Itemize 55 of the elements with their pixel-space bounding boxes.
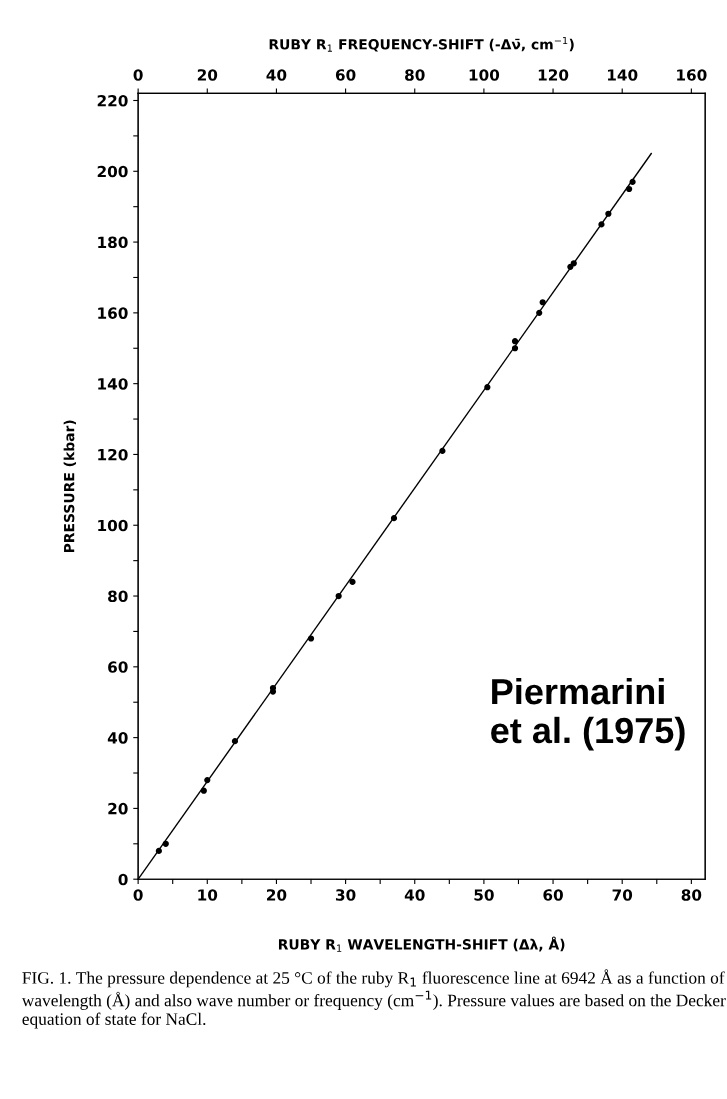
point — [439, 447, 446, 455]
y-tick-label: 180 — [98, 236, 128, 249]
y-tick-label: 40 — [107, 732, 128, 744]
point — [155, 847, 162, 854]
x2-tick-label: 140 — [607, 69, 638, 81]
point — [200, 787, 207, 794]
point — [204, 776, 211, 784]
y-tick-label: 60 — [108, 661, 128, 673]
y-tick-label: 160 — [98, 307, 128, 319]
x-tick-label: 20 — [267, 889, 287, 901]
x-tick-label: 0 — [133, 889, 143, 901]
x-tick-label: 50 — [474, 889, 494, 901]
x2-tick-label: 80 — [405, 69, 425, 81]
x2-tick-label: 120 — [538, 69, 569, 81]
point — [605, 210, 612, 217]
point — [511, 338, 519, 345]
x2-tick-label: 60 — [335, 69, 356, 81]
point — [335, 592, 342, 600]
point — [570, 260, 577, 267]
x2-tick-label: 40 — [266, 69, 287, 81]
x-tick-label: 40 — [404, 889, 425, 901]
y-tick-label: 220 — [97, 94, 128, 107]
y-tick-label: 100 — [98, 519, 128, 532]
y-tick-label: 140 — [98, 378, 128, 390]
x2-tick-label: 100 — [469, 69, 500, 81]
point — [626, 185, 633, 193]
text: FIG. 1. The pressure dependence at 25 °C of the ruby R$_{1}$ fluorescence line at 6942 Å as a function of wavelength (Å) and also wave number or frequency (cm$^{−1}$). Pressure values are based on the Decker equation of state for NaCl. — [21, 969, 726, 1029]
x-axis-title: RUBY R$_{1}$ WAVELENGTH-SHIFT (Δλ, Å) — [278, 936, 565, 952]
point — [484, 384, 491, 391]
point — [511, 345, 519, 352]
point — [390, 515, 398, 522]
x2-axis-title: RUBY R$_{1}$ FREQUENCY-SHIFT (-Δν̄, cm$^{−1}$) — [269, 36, 574, 52]
point — [598, 221, 605, 228]
x-tick-label: 70 — [612, 889, 633, 901]
y-tick-label: 120 — [98, 448, 128, 461]
x-tick-label: 80 — [681, 889, 702, 901]
point — [629, 178, 636, 186]
x-tick-label: 10 — [198, 889, 218, 901]
y-axis-title: PRESSURE (kbar) — [63, 420, 77, 553]
x2-tick-label: 20 — [197, 69, 218, 81]
y-tick-label: 200 — [97, 165, 128, 178]
point — [539, 299, 546, 306]
y-tick-label: 0 — [118, 873, 128, 886]
y-tick-label: 20 — [108, 802, 128, 815]
y-tick-label: 80 — [108, 590, 128, 603]
x-tick-label: 30 — [335, 889, 356, 901]
x2-tick-label: 0 — [133, 69, 143, 81]
x2-tick-label: 160 — [677, 69, 707, 81]
point — [231, 738, 239, 745]
point — [162, 840, 169, 847]
point — [307, 635, 315, 642]
annotation: Piermarini et al. (1975) — [491, 677, 685, 751]
point — [349, 578, 356, 585]
point — [536, 309, 543, 316]
x-tick-label: 60 — [543, 889, 563, 901]
